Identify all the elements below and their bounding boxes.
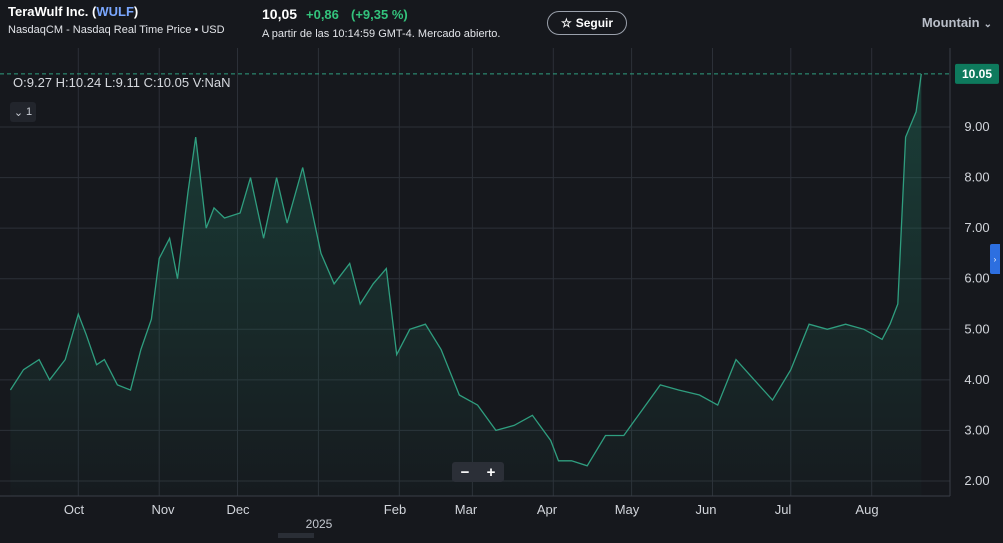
x-tick-label: Apr — [537, 502, 558, 517]
theme-selector[interactable]: Mountain ⌄ — [922, 15, 992, 30]
y-tick-label: 6.00 — [964, 271, 989, 286]
x-axis: Oct Nov Dec Feb Mar Apr May Jun Jul Aug — [64, 502, 879, 517]
price-area — [10, 73, 922, 497]
price-change-percent: (+9,35 %) — [351, 7, 408, 22]
price-change: +0,86 — [306, 7, 339, 22]
x-tick-label: Nov — [151, 502, 175, 517]
y-tick-label: 8.00 — [964, 170, 989, 185]
price-line — [9, 73, 922, 467]
x-tick-label: Aug — [855, 502, 878, 517]
ticker-symbol[interactable]: WULF — [96, 4, 134, 19]
current-price: 10,05 — [262, 6, 298, 22]
price-chart[interactable]: 2.00 3.00 4.00 5.00 6.00 7.00 8.00 9.00 Oct Nov D… — [0, 48, 1003, 538]
x-tick-label: Jul — [775, 502, 792, 517]
exchange-source: NasdaqCM - Nasdaq Real Time Price • USD — [8, 24, 225, 36]
x-tick-label: Jun — [696, 502, 717, 517]
ohlc-readout: O:9.27 H:10.24 L:9.11 C:10.05 V:NaN — [13, 75, 231, 90]
y-tick-label: 9.00 — [964, 119, 989, 134]
x-tick-label: May — [615, 502, 640, 517]
theme-label: Mountain — [921, 15, 980, 30]
x-tick-label: Mar — [455, 502, 478, 517]
chevron-down-icon: ⌄ — [13, 106, 24, 119]
chevron-right-icon: › — [993, 254, 997, 264]
last-price-badge: 10.05 — [955, 63, 999, 84]
company-name: TeraWulf Inc. (WULF) — [8, 4, 139, 19]
side-panel-toggle[interactable]: › — [990, 244, 1000, 274]
x-tick-label: Feb — [384, 502, 406, 517]
y-axis: 2.00 3.00 4.00 5.00 6.00 7.00 8.00 9.00 — [964, 119, 989, 488]
zoom-out-button[interactable]: − — [460, 463, 470, 481]
year-label: 2025 — [306, 517, 333, 531]
x-tick-label: Dec — [226, 502, 250, 517]
market-status: A partir de las 10:14:59 GMT-4. Mercado … — [262, 28, 501, 40]
y-tick-label: 4.00 — [964, 372, 989, 387]
y-tick-label: 2.00 — [964, 473, 989, 488]
chart-svg[interactable]: 2.00 3.00 4.00 5.00 6.00 7.00 8.00 9.00 Oct Nov D… — [0, 48, 1003, 538]
star-icon: ☆ — [560, 16, 572, 30]
chevron-down-icon: ⌄ — [983, 19, 992, 30]
follow-label: Seguir — [575, 16, 614, 30]
last-price-value: 10.05 — [962, 67, 992, 81]
x-tick-label: Oct — [64, 502, 85, 517]
last-price-badge-bg — [955, 63, 999, 84]
y-tick-label: 5.00 — [964, 321, 989, 336]
legend-toggle[interactable]: ⌄ 1 — [10, 102, 36, 122]
legend-count: 1 — [26, 106, 33, 118]
follow-button[interactable]: ☆ Seguir — [547, 11, 627, 35]
zoom-controls[interactable]: − + — [452, 462, 504, 482]
quote-header: TeraWulf Inc. (WULF) NasdaqCM - Nasdaq R… — [0, 0, 1003, 48]
y-tick-label: 7.00 — [964, 220, 989, 235]
scroll-handle[interactable] — [278, 533, 314, 538]
zoom-in-button[interactable]: + — [486, 463, 496, 481]
y-tick-label: 3.00 — [964, 422, 989, 437]
